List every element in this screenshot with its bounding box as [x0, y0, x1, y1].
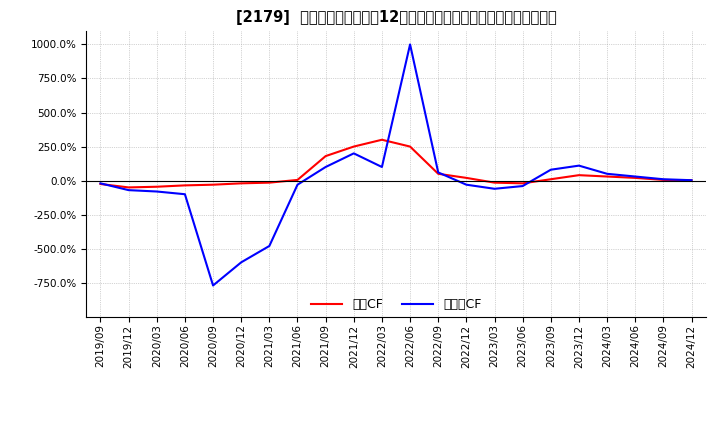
フリーCF	[125, 187, 133, 193]
フリーCF	[209, 283, 217, 288]
フリーCF	[546, 167, 555, 172]
営業CF	[518, 181, 527, 186]
営業CF	[462, 175, 471, 180]
フリーCF	[237, 260, 246, 265]
フリーCF	[265, 243, 274, 249]
営業CF	[687, 178, 696, 183]
フリーCF	[659, 176, 667, 182]
営業CF	[293, 177, 302, 183]
Legend: 営業CF, フリーCF: 営業CF, フリーCF	[306, 293, 486, 316]
営業CF	[575, 172, 583, 178]
フリーCF	[377, 165, 386, 170]
営業CF	[237, 181, 246, 186]
フリーCF	[153, 189, 161, 194]
フリーCF	[490, 186, 499, 191]
営業CF	[490, 180, 499, 185]
フリーCF	[631, 174, 639, 179]
営業CF	[265, 180, 274, 185]
フリーCF	[603, 171, 611, 176]
フリーCF	[96, 181, 105, 186]
フリーCF	[462, 182, 471, 187]
営業CF	[321, 154, 330, 159]
フリーCF	[321, 165, 330, 170]
営業CF	[659, 177, 667, 183]
フリーCF	[687, 178, 696, 183]
フリーCF	[293, 182, 302, 187]
営業CF	[153, 184, 161, 189]
営業CF	[349, 144, 358, 149]
フリーCF	[349, 151, 358, 156]
営業CF	[125, 185, 133, 190]
営業CF	[603, 174, 611, 179]
Title: [2179]  キャッシュフローの12か月移動合計の対前年同期増減率の推移: [2179] キャッシュフローの12か月移動合計の対前年同期増減率の推移	[235, 11, 557, 26]
営業CF	[181, 183, 189, 188]
営業CF	[434, 171, 443, 176]
営業CF	[96, 181, 105, 187]
営業CF	[406, 144, 415, 149]
営業CF	[377, 137, 386, 143]
営業CF	[209, 182, 217, 187]
Line: フリーCF: フリーCF	[101, 44, 691, 286]
フリーCF	[406, 42, 415, 47]
フリーCF	[181, 191, 189, 197]
フリーCF	[575, 163, 583, 168]
営業CF	[631, 175, 639, 180]
フリーCF	[518, 183, 527, 189]
Line: 営業CF: 営業CF	[101, 140, 691, 187]
営業CF	[546, 176, 555, 182]
フリーCF	[434, 170, 443, 175]
